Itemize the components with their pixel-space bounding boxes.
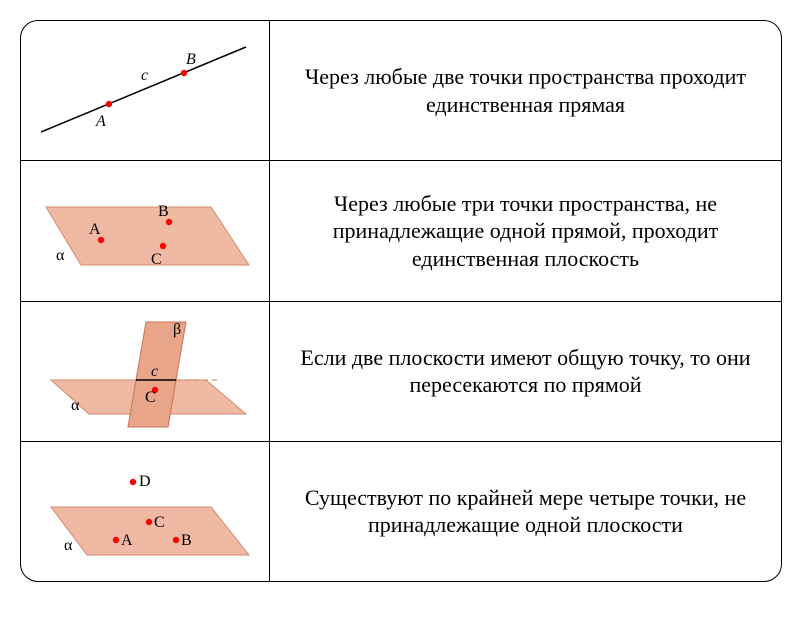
svg-intersect: α β cC bbox=[21, 302, 269, 440]
svg-text:α: α bbox=[56, 247, 65, 264]
text-intersect: Если две плоскости имеют общую точку, то… bbox=[270, 302, 781, 441]
svg-text:β: β bbox=[173, 321, 181, 338]
figure-four-points: α A BC D bbox=[21, 442, 270, 581]
svg-text:C: C bbox=[154, 514, 165, 531]
svg-text:c: c bbox=[141, 67, 148, 84]
row-intersect: α β cC Если две плоскости имеют общую точк… bbox=[21, 302, 781, 442]
figure-intersect: α β cC bbox=[21, 302, 270, 441]
svg-text:α: α bbox=[64, 537, 73, 554]
svg-four-points: α A BC D bbox=[21, 442, 269, 580]
svg-text:B: B bbox=[181, 532, 192, 549]
figure-plane: α A B C bbox=[21, 161, 270, 300]
svg-text:A: A bbox=[95, 113, 106, 130]
text-line: Через любые две точки пространства прохо… bbox=[270, 21, 781, 160]
figure-line: A Bc bbox=[21, 21, 270, 160]
svg-plane: α A B C bbox=[21, 162, 269, 300]
svg-text:α: α bbox=[71, 397, 80, 414]
text-plane: Через любые три точки пространства, не п… bbox=[270, 161, 781, 300]
svg-text:A: A bbox=[121, 532, 133, 549]
text-four-points: Существуют по крайней мере четыре точки,… bbox=[270, 442, 781, 581]
svg-text:B: B bbox=[186, 51, 196, 68]
row-line: A Bc Через любые две точки пространства п… bbox=[21, 21, 781, 161]
svg-text:A: A bbox=[89, 221, 101, 238]
row-four-points: α A BC D Существуют по крайней мере четыре … bbox=[21, 442, 781, 581]
svg-text:C: C bbox=[151, 251, 162, 268]
svg-text:D: D bbox=[139, 473, 151, 490]
svg-text:C: C bbox=[145, 389, 156, 406]
svg-text:c: c bbox=[151, 363, 158, 380]
svg-text:B: B bbox=[158, 203, 169, 220]
svg-line: A Bc bbox=[21, 22, 269, 160]
row-plane: α A B C Через любые три точки пространства,… bbox=[21, 161, 781, 301]
axioms-table: A Bc Через любые две точки пространства п… bbox=[20, 20, 782, 582]
